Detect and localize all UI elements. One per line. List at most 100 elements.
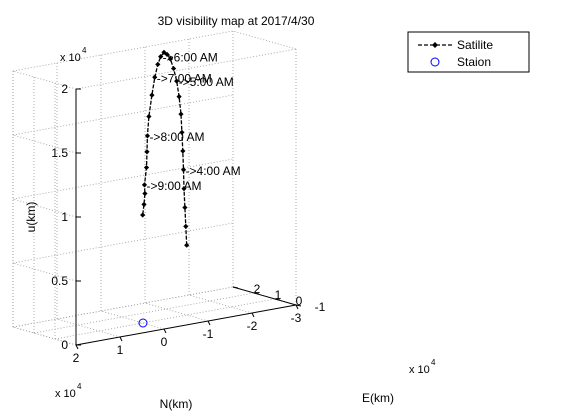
z-exponent-label: x 10 4 [60, 46, 87, 64]
satellite-point [155, 61, 161, 67]
x-tick-mark [163, 328, 167, 334]
satellite-point [180, 148, 186, 154]
floor-grid-line-x [100, 310, 165, 330]
satellite-point [182, 204, 188, 211]
y-tick-label: -1 [315, 300, 326, 314]
back-wall-grid-line-z [12, 158, 234, 200]
legend-item-satellite: Satilite [418, 38, 493, 52]
satellite-point [144, 149, 150, 155]
satellite-point [164, 51, 170, 58]
x-tick-label: -1 [203, 327, 214, 341]
x-exponent-power: 4 [77, 382, 82, 391]
legend-station-marker [430, 57, 440, 67]
x-tick-label: 2 [73, 351, 80, 365]
y-tick-label: 1 [275, 288, 282, 302]
box-edge [75, 48, 297, 90]
z-tick-label: 1 [61, 210, 68, 224]
satellite-point [141, 201, 147, 207]
axes [75, 88, 302, 350]
time-annotation: ->8:00 AM [149, 130, 204, 144]
side-wall-grid-line-z [12, 134, 77, 154]
y-tick-mark [253, 292, 260, 295]
satellite-point [174, 78, 180, 84]
x-tick-label: 1 [117, 343, 124, 357]
x-axis-line [75, 304, 297, 346]
legend-satellite-marker [432, 42, 438, 48]
satellite-point [158, 54, 164, 60]
z-tick-label: 0.5 [51, 274, 68, 288]
x-tick-mark [295, 304, 299, 310]
floor-grid-line-x [144, 302, 209, 322]
satellite-point [149, 92, 155, 98]
time-annotation: ->5:00 AM [179, 75, 234, 89]
annotations: ->4:00 AM ->5:00 AM ->6:00 AM ->7:00 AM ->8:… [146, 51, 240, 193]
back-wall-grid-line-z [12, 30, 234, 72]
y-tick-label: 0 [296, 294, 303, 308]
time-annotation: ->7:00 AM [157, 71, 212, 85]
x-tick-label: -2 [247, 319, 258, 333]
satellite-point [181, 186, 187, 192]
satellite-point [183, 223, 189, 229]
box-edge [232, 30, 297, 50]
y-exponent-label: x 10 4 [409, 358, 436, 376]
z-tick-label: 0 [61, 338, 68, 352]
y-exponent-power: 4 [431, 358, 436, 367]
satellite-point [146, 113, 152, 120]
side-wall-grid-line-z [12, 70, 77, 90]
satellite-point [152, 74, 158, 80]
x-exponent-label: x 10 4 [55, 382, 82, 400]
z-tick-label: 2 [61, 82, 68, 96]
time-annotation: ->6:00 AM [163, 51, 218, 65]
legend-box [407, 31, 530, 73]
x-tick-label: -3 [291, 311, 302, 325]
side-wall-grid-line-z [12, 198, 77, 218]
station-point [138, 318, 148, 328]
time-annotation: ->4:00 AM [186, 164, 241, 178]
side-wall-grid-line-z [12, 326, 77, 346]
satellite-point [143, 164, 150, 171]
satellite-point [167, 56, 174, 62]
back-wall-grid-line-z [12, 94, 234, 136]
x-exponent-base: x 10 [55, 388, 76, 400]
back-wall-grid-line-z [12, 286, 234, 328]
side-wall-grid-line-z [12, 262, 77, 282]
x-tick-label: 0 [161, 335, 168, 349]
floor-grid-line-x [188, 294, 253, 314]
satellite-point [170, 65, 177, 72]
satellite-point [144, 133, 151, 139]
legend-satellite-label: Satilite [457, 38, 493, 52]
satellite-point [142, 190, 148, 197]
back-wall-grid-line-z [12, 222, 234, 264]
legend-station-label: Staion [457, 55, 491, 69]
satellite-point [161, 49, 167, 55]
y-tick-label: 2 [254, 282, 261, 296]
legend: Satilite Staion [407, 31, 530, 73]
x-tick-mark [75, 344, 79, 350]
y-tick-mark [274, 298, 281, 301]
x-axis-label: N(km) [160, 397, 193, 411]
satellite-point [141, 182, 148, 188]
floor-grid-line-y [54, 298, 276, 340]
y-exponent-base: x 10 [409, 364, 430, 376]
floor-grid-line-y [33, 292, 255, 334]
floor-grid-line-x [56, 318, 121, 338]
legend-item-station: Staion [430, 55, 491, 69]
x-tick-mark [119, 336, 123, 342]
satellite-point [180, 167, 187, 173]
y-tick-mark [232, 286, 239, 289]
satellite-point [176, 94, 182, 100]
satellite-point [178, 111, 184, 117]
y-axis-line [232, 286, 297, 306]
chart-title: 3D visibility map at 2017/4/30 [158, 14, 315, 28]
x-tick-mark [207, 320, 211, 326]
x-tick-mark [251, 312, 255, 318]
data-series [138, 49, 190, 328]
z-axis-label: u(km) [24, 202, 38, 233]
z-tick-label: 1.5 [51, 146, 68, 160]
time-annotation: ->9:00 AM [146, 179, 201, 193]
z-exponent-base: x 10 [60, 52, 81, 64]
satellite-point [179, 129, 185, 135]
